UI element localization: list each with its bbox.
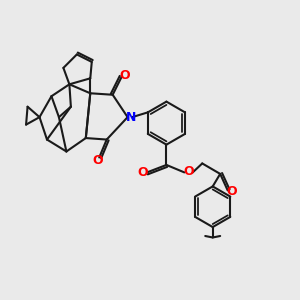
Text: O: O [184, 165, 194, 178]
Text: O: O [227, 185, 237, 198]
Text: O: O [137, 167, 148, 179]
Text: O: O [119, 69, 130, 82]
Text: O: O [92, 154, 103, 167]
Text: N: N [126, 111, 136, 124]
